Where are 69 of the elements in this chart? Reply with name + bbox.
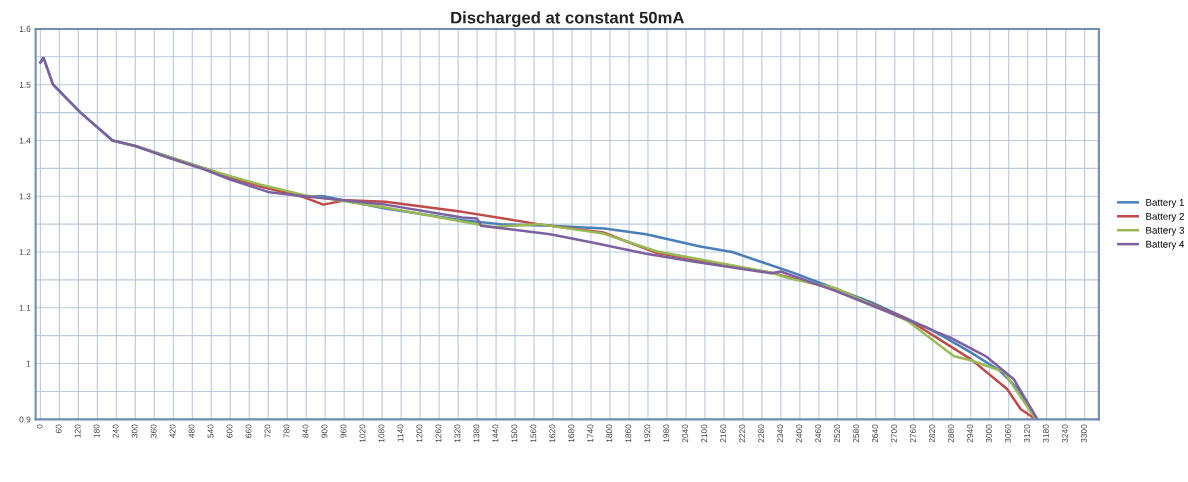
y-tick-label: 1.2: [19, 249, 31, 256]
legend-label: Battery 3: [1146, 226, 1184, 236]
x-tick-label: 1260: [435, 424, 442, 443]
x-tick-label: 1440: [492, 424, 499, 443]
x-tick-label: 2700: [891, 424, 898, 443]
legend-label: Battery 2: [1146, 212, 1184, 222]
x-tick-label: 2820: [929, 424, 935, 443]
x-tick-label: 2280: [758, 424, 765, 443]
y-tick-label: 1.3: [19, 193, 31, 200]
y-tick-label: 0.9: [19, 416, 31, 423]
legend-label: Battery 1: [1146, 199, 1184, 208]
y-tick-label: 1.1: [19, 305, 31, 311]
x-tick-label: 600: [226, 424, 233, 438]
x-tick-label: 1380: [473, 424, 480, 443]
x-tick-label: 900: [321, 424, 328, 438]
x-tick-label: 300: [131, 424, 138, 438]
x-tick-label: 0: [36, 424, 43, 429]
x-tick-label: 180: [93, 424, 100, 438]
x-tick-label: 2580: [853, 424, 860, 443]
x-tick-label: 3120: [1024, 424, 1030, 443]
x-tick-label: 2760: [910, 424, 917, 443]
x-tick-label: 2340: [777, 424, 784, 443]
x-tick-label: 60: [55, 424, 62, 434]
x-tick-label: 1200: [416, 424, 423, 443]
x-tick-label: 2640: [872, 424, 879, 443]
x-tick-label: 360: [150, 424, 157, 438]
x-tick-label: 1140: [397, 424, 404, 442]
x-tick-label: 1560: [530, 424, 537, 443]
x-tick-label: 1020: [359, 424, 366, 443]
x-tick-label: 540: [207, 424, 214, 438]
x-tick-label: 2520: [834, 424, 841, 443]
x-tick-label: 1500: [511, 424, 518, 443]
x-tick-label: 660: [245, 424, 252, 438]
x-tick-label: 2220: [739, 424, 746, 443]
x-tick-label: 2460: [815, 424, 822, 443]
x-tick-label: 2100: [701, 424, 708, 443]
x-tick-label: 1680: [568, 424, 575, 443]
x-tick-label: 3060: [1005, 424, 1011, 443]
chart-title: Discharged at constant 50mA: [451, 11, 684, 27]
y-tick-label: 1: [26, 360, 31, 367]
x-tick-label: 240: [112, 424, 119, 438]
x-tick-label: 3180: [1043, 424, 1049, 443]
y-tick-label: 1.5: [19, 81, 31, 88]
x-tick-label: 3240: [1062, 424, 1068, 443]
x-tick-label: 2400: [796, 424, 803, 443]
x-tick-label: 840: [302, 424, 309, 438]
x-tick-label: 780: [283, 424, 290, 438]
x-tick-label: 2880: [948, 424, 954, 443]
x-tick-label: 3000: [986, 424, 992, 443]
x-tick-label: 1080: [378, 424, 385, 443]
x-tick-label: 1860: [625, 424, 632, 443]
x-tick-label: 3300: [1081, 424, 1087, 443]
x-tick-label: 2040: [682, 424, 689, 443]
x-tick-label: 960: [340, 424, 347, 438]
x-tick-label: 1920: [644, 424, 651, 443]
x-tick-label: 1980: [663, 424, 670, 443]
x-tick-label: 2940: [967, 424, 973, 443]
x-tick-label: 1620: [549, 424, 556, 443]
x-tick-label: 1800: [606, 424, 613, 443]
x-tick-label: 120: [74, 424, 81, 438]
y-tick-label: 1.6: [19, 26, 31, 33]
x-tick-label: 420: [169, 424, 176, 438]
legend-label: Battery 4: [1146, 240, 1185, 250]
x-tick-label: 2160: [720, 424, 727, 443]
x-tick-label: 1740: [587, 424, 594, 443]
y-tick-label: 1.4: [19, 137, 31, 144]
x-tick-label: 720: [264, 424, 271, 438]
x-tick-label: 480: [188, 424, 195, 438]
x-tick-label: 1320: [454, 424, 461, 443]
